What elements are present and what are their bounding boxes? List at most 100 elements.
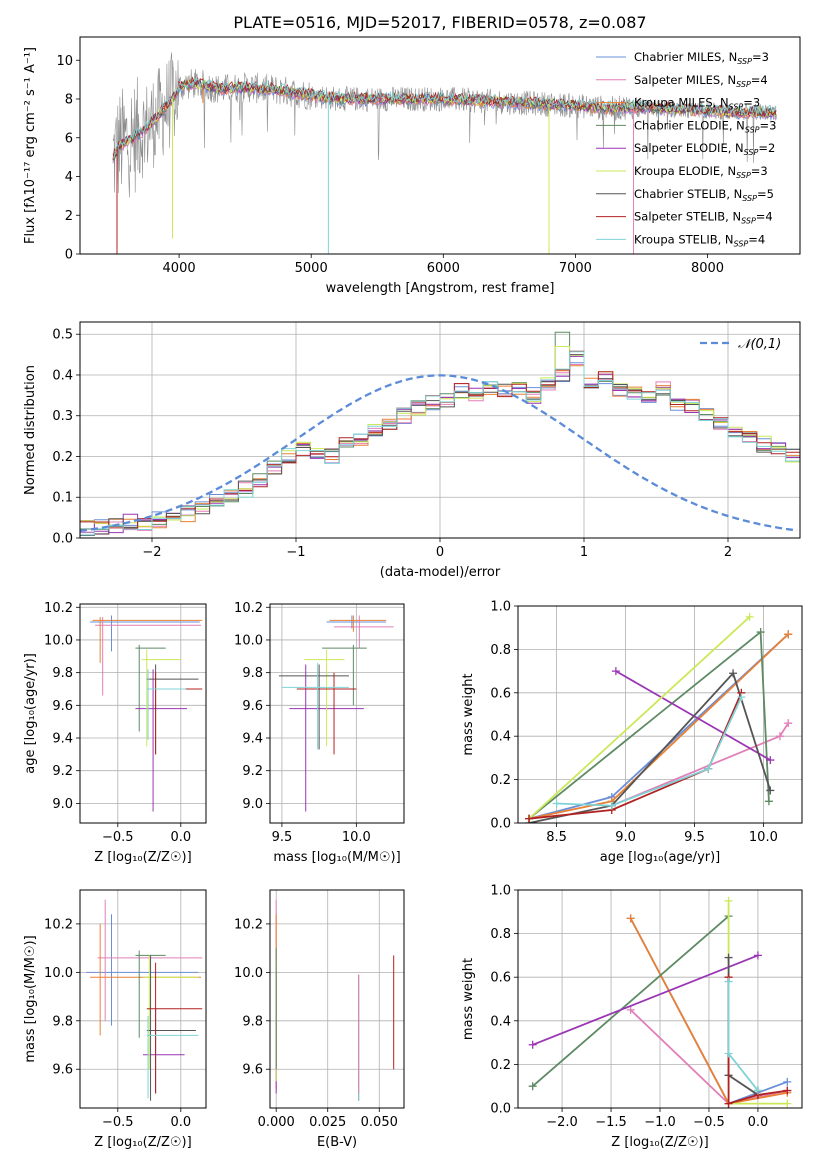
y-tick-label: 10.0	[234, 966, 263, 981]
x-axis-label: E(B-V)	[317, 1135, 357, 1150]
series-point	[775, 732, 784, 741]
x-tick-label: 2	[724, 545, 732, 560]
series-point	[784, 719, 793, 728]
series-point	[724, 1099, 733, 1108]
series-point	[753, 951, 762, 960]
y-tick-label: 10.0	[44, 966, 73, 981]
normal-curve	[80, 374, 798, 533]
x-tick-label: 8.5	[546, 830, 567, 845]
observed-spectrum-line	[112, 52, 777, 198]
panel-mass-vs-ebv: 0.000 0.025 0.050 9.6 9.8 10.0 10.2 E(B-V)	[234, 889, 405, 1150]
legend-entry: Kroupa STELIB, NSSP=4	[634, 232, 765, 248]
series-point	[552, 799, 561, 808]
series-point	[724, 1049, 733, 1058]
axes-frame	[269, 889, 405, 1109]
y-tick-label: 0.8	[490, 927, 511, 942]
x-axis-label: Z [log₁₀(Z/Z☉)]	[94, 1135, 191, 1150]
panel-spectrum: 4000 5000 6000 7000 8000 0 2 4 6 8 10 wavelength [A…	[23, 36, 801, 296]
y-tick-label: 0	[65, 248, 73, 263]
y-tick-label: 9.8	[242, 1014, 263, 1029]
legend-entry: Kroupa MILES, NSSP=3	[634, 96, 760, 112]
y-tick-label: 0.0	[52, 532, 73, 547]
y-tick-label: 10.2	[234, 601, 263, 616]
series-line	[528, 616, 751, 820]
y-tick-label: 2	[65, 209, 73, 224]
series-point	[745, 612, 754, 621]
series-point	[626, 914, 635, 923]
y-tick-label: 0.4	[52, 368, 73, 383]
x-tick-label: −2.0	[546, 1115, 578, 1130]
plot-area-mass-vs-ebv	[275, 899, 395, 1101]
y-tick-label: 9.6	[242, 699, 263, 714]
series-point	[783, 1086, 792, 1095]
series-point	[724, 896, 733, 905]
y-tick-label: 9.4	[242, 732, 263, 747]
legend-entry: Salpeter STELIB, NSSP=4	[634, 210, 773, 226]
series-point	[626, 1005, 635, 1014]
figure-title: PLATE=0516, MJD=52017, FIBERID=0578, z=0…	[233, 13, 646, 32]
axes-frame	[517, 889, 803, 1109]
y-axis-label: age [log₁₀(age/yr)]	[23, 653, 38, 774]
y-tick-label: 10.2	[234, 917, 263, 932]
panel-mass-weight-vs-metallicity: −2.0 −1.5 −1.0 −0.5 0.0 0.0 0.2 0.4 0.6 0.8 1.0 Z […	[461, 884, 803, 1150]
x-tick-label: 8000	[691, 261, 724, 276]
series-point	[753, 1086, 762, 1095]
y-tick-label: 0.6	[490, 686, 511, 701]
series-line	[727, 981, 759, 1092]
legend-entry: Chabrier ELODIE, NSSP=3	[634, 118, 776, 134]
y-tick-label: 0.2	[490, 773, 511, 788]
series-point	[766, 786, 775, 795]
series-point	[525, 814, 534, 823]
y-tick-label: 9.8	[52, 1014, 73, 1029]
series-point	[784, 630, 793, 639]
panel-mass-weight-vs-age: 8.5 9.0 9.5 10.0 0.0 0.2 0.4 0.6 0.8 1.0 age [log₁…	[461, 600, 803, 865]
series-point	[704, 764, 713, 773]
plot-area-mass-weight-vs-age	[525, 612, 793, 823]
x-tick-label: −0.5	[693, 1115, 725, 1130]
y-tick-label: 9.4	[52, 732, 73, 747]
series-line	[532, 954, 759, 1046]
y-tick-label: 9.2	[242, 764, 263, 779]
x-tick-label: −1	[286, 545, 305, 560]
axes-frame	[79, 889, 207, 1109]
x-axis-label: Z [log₁₀(Z/Z☉)]	[611, 1135, 708, 1150]
panel-mass-vs-metallicity: −0.5 0.0 9.6 9.8 10.0 10.2 Z [log₁₀(Z/Z☉)] mass…	[23, 889, 207, 1150]
plot-area-mass-weight-vs-metallicity	[528, 896, 792, 1108]
histogram-step	[80, 362, 800, 534]
series-point	[528, 1040, 537, 1049]
x-tick-label: 9.5	[684, 830, 705, 845]
y-tick-label: 0.0	[490, 817, 511, 832]
legend-entry: Chabrier STELIB, NSSP=5	[634, 187, 774, 203]
plot-area-mass-vs-metallicity	[86, 899, 203, 1101]
histogram-step	[80, 355, 800, 534]
x-tick-label: 1	[580, 545, 588, 560]
y-tick-label: 9.6	[52, 699, 73, 714]
panel-residual-histogram: −2 −1 0 1 2 0.0 0.1 0.2 0.3 0.4 0.5 (data-model)/er…	[23, 321, 801, 580]
x-tick-label: 0.0	[748, 1115, 769, 1130]
series-point	[611, 667, 620, 676]
y-tick-label: 9.0	[242, 797, 263, 812]
series-point	[607, 801, 616, 810]
y-tick-label: 10.0	[234, 633, 263, 648]
y-tick-label: 0.5	[52, 328, 73, 343]
series-line	[727, 957, 759, 1097]
legend-entry: Chabrier MILES, NSSP=3	[634, 50, 769, 66]
x-axis-label: (data-model)/error	[380, 565, 501, 580]
plot-area-spectrum	[112, 52, 777, 254]
y-tick-label: 8	[65, 93, 73, 108]
x-tick-label: 9.5	[272, 830, 293, 845]
series-point	[737, 693, 746, 702]
x-tick-label: −0.5	[102, 830, 134, 845]
x-axis-label: wavelength [Angstrom, rest frame]	[326, 281, 555, 296]
y-tick-label: 9.8	[52, 666, 73, 681]
panel-age-vs-mass: 9.5 10.0 9.0 9.2 9.4 9.6 9.8 10.0 10.2 mass [log₁…	[234, 601, 405, 865]
series-point	[724, 953, 733, 962]
x-axis-label: Z [log₁₀(Z/Z☉)]	[94, 850, 191, 865]
y-tick-label: 9.8	[242, 666, 263, 681]
series-point	[783, 1099, 792, 1108]
y-tick-label: 10.0	[44, 633, 73, 648]
plot-area-age-vs-metallicity	[90, 615, 203, 812]
series-point	[756, 628, 765, 637]
series-point	[729, 669, 738, 678]
